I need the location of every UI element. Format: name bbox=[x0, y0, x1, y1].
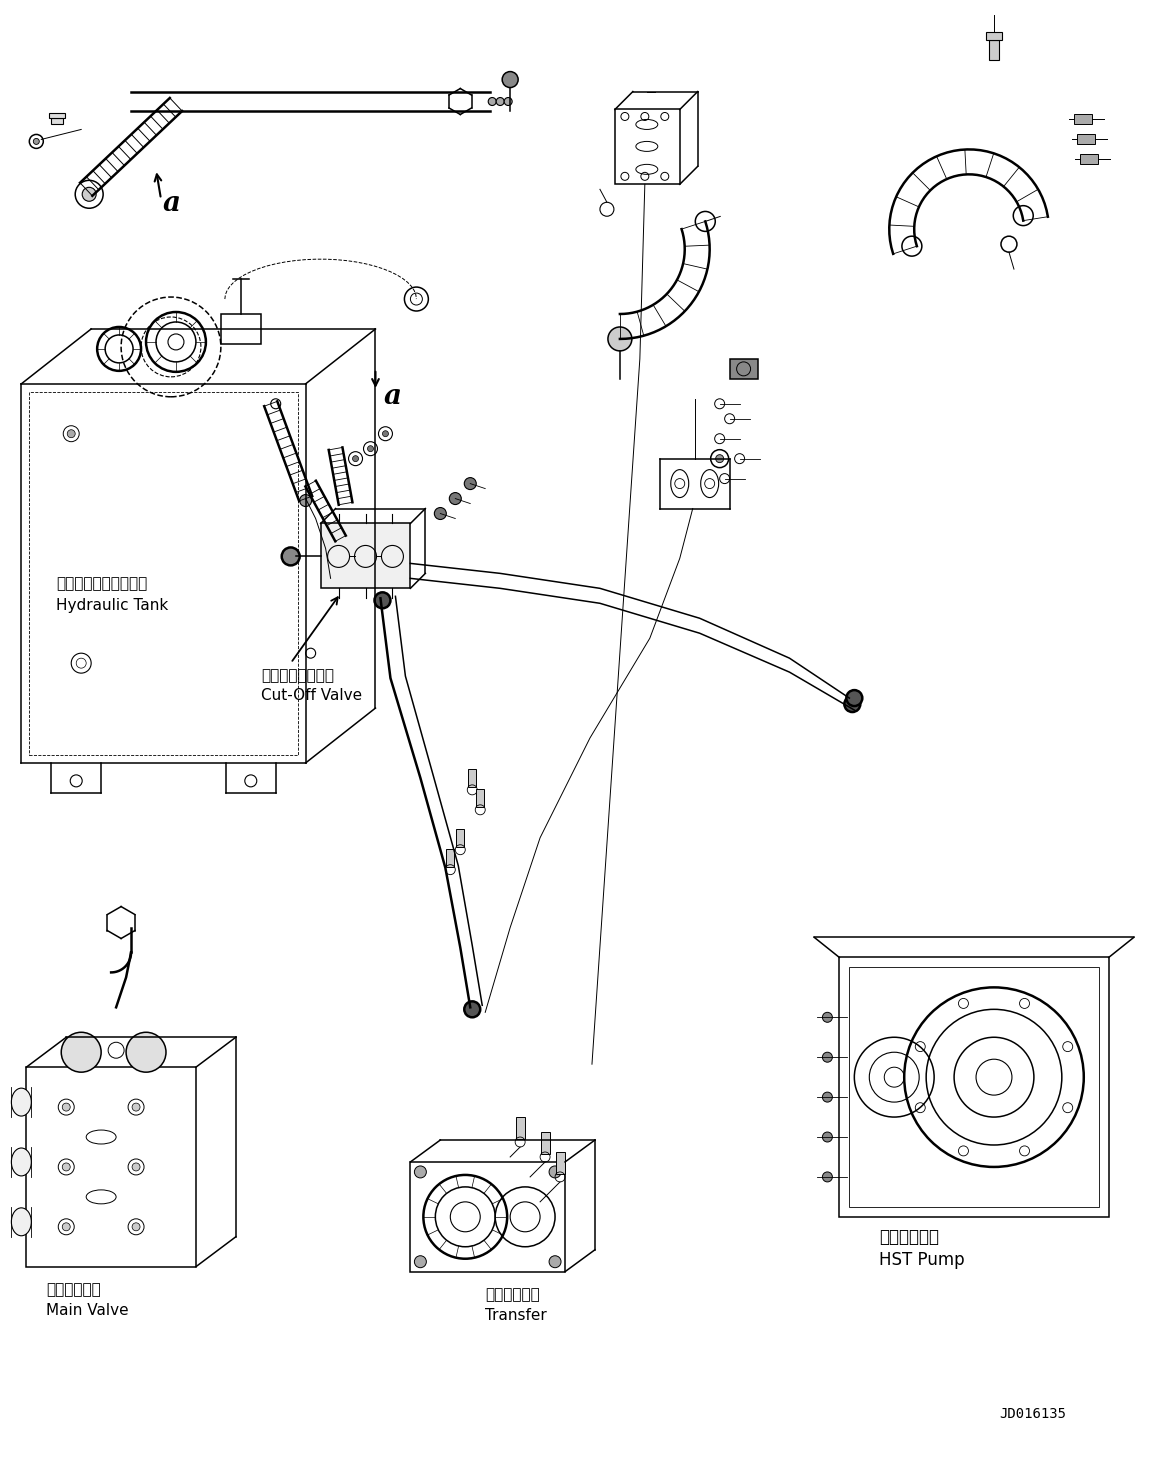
Circle shape bbox=[126, 1032, 166, 1072]
Circle shape bbox=[434, 507, 446, 519]
Circle shape bbox=[33, 139, 39, 144]
Circle shape bbox=[505, 98, 512, 105]
Circle shape bbox=[415, 1255, 426, 1267]
Bar bbox=[1074, 115, 1091, 124]
Bar bbox=[51, 118, 64, 124]
Bar bbox=[221, 313, 261, 344]
Text: ＨＳＴポンプ: ＨＳＴポンプ bbox=[879, 1228, 939, 1245]
Circle shape bbox=[464, 478, 476, 490]
Text: ハイドロリックタンク: ハイドロリックタンク bbox=[57, 576, 148, 592]
Text: HST Pump: HST Pump bbox=[879, 1251, 964, 1268]
Circle shape bbox=[282, 547, 299, 566]
Circle shape bbox=[67, 430, 75, 437]
Text: Main Valve: Main Valve bbox=[46, 1302, 129, 1318]
Circle shape bbox=[489, 98, 497, 105]
Ellipse shape bbox=[12, 1147, 31, 1177]
Text: Transfer: Transfer bbox=[485, 1308, 547, 1322]
Circle shape bbox=[382, 430, 388, 437]
Bar bbox=[476, 789, 484, 806]
Text: カットオフバルブ: カットオフバルブ bbox=[261, 668, 334, 684]
Bar bbox=[446, 849, 454, 866]
Bar bbox=[516, 1117, 526, 1139]
Circle shape bbox=[449, 493, 461, 504]
Circle shape bbox=[62, 1223, 70, 1231]
Circle shape bbox=[62, 1163, 70, 1171]
Circle shape bbox=[82, 187, 96, 201]
Circle shape bbox=[62, 1104, 70, 1111]
Circle shape bbox=[415, 1166, 426, 1178]
Bar bbox=[1080, 155, 1097, 165]
Text: トランスファ: トランスファ bbox=[485, 1287, 541, 1302]
Ellipse shape bbox=[12, 1207, 31, 1236]
Circle shape bbox=[497, 98, 505, 105]
Circle shape bbox=[549, 1166, 561, 1178]
Text: メインバルブ: メインバルブ bbox=[46, 1283, 100, 1298]
Text: Cut-Off Valve: Cut-Off Valve bbox=[261, 688, 362, 703]
Circle shape bbox=[822, 1012, 833, 1022]
Text: a: a bbox=[163, 190, 181, 217]
Circle shape bbox=[822, 1053, 833, 1063]
Bar bbox=[468, 768, 476, 787]
Circle shape bbox=[608, 327, 632, 351]
Bar bbox=[541, 1131, 550, 1153]
Circle shape bbox=[61, 1032, 102, 1072]
Bar bbox=[986, 32, 1003, 39]
Bar bbox=[321, 523, 410, 589]
Bar bbox=[614, 109, 680, 184]
Circle shape bbox=[132, 1223, 140, 1231]
Circle shape bbox=[374, 592, 390, 608]
Circle shape bbox=[367, 446, 373, 452]
Circle shape bbox=[822, 1172, 833, 1182]
Text: JD016135: JD016135 bbox=[999, 1407, 1066, 1422]
Circle shape bbox=[464, 1002, 480, 1018]
Bar bbox=[730, 359, 758, 379]
Circle shape bbox=[822, 1092, 833, 1102]
Bar bbox=[410, 1162, 565, 1271]
Text: a: a bbox=[383, 383, 402, 410]
Bar bbox=[1076, 134, 1095, 144]
Bar bbox=[849, 968, 1098, 1207]
Circle shape bbox=[299, 494, 312, 506]
Text: Hydraulic Tank: Hydraulic Tank bbox=[57, 598, 169, 614]
Bar bbox=[556, 1152, 565, 1174]
Circle shape bbox=[132, 1104, 140, 1111]
Circle shape bbox=[132, 1163, 140, 1171]
Bar bbox=[50, 114, 65, 118]
Circle shape bbox=[822, 1131, 833, 1142]
Circle shape bbox=[847, 690, 863, 706]
Circle shape bbox=[352, 456, 358, 462]
Circle shape bbox=[549, 1255, 561, 1267]
Bar bbox=[989, 39, 999, 60]
Bar bbox=[27, 1067, 196, 1267]
Bar bbox=[456, 828, 464, 847]
Circle shape bbox=[502, 71, 519, 87]
Circle shape bbox=[844, 695, 860, 712]
Bar bbox=[840, 958, 1109, 1217]
Ellipse shape bbox=[12, 1088, 31, 1115]
Bar bbox=[29, 392, 298, 755]
Circle shape bbox=[716, 455, 724, 462]
